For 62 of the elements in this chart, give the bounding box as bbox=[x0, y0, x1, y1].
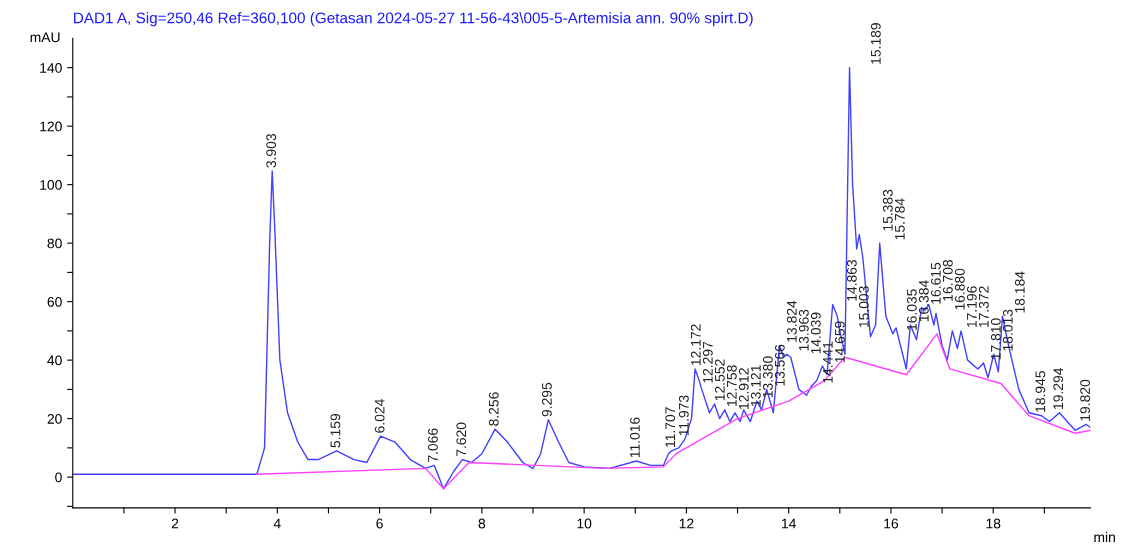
annotation: 17.372 bbox=[978, 286, 989, 328]
annotation: 11.973 bbox=[678, 395, 689, 436]
x-axis-title: min bbox=[1094, 531, 1115, 542]
line-series bbox=[72, 66, 1091, 490]
annotation: 15.784 bbox=[894, 198, 905, 240]
x-tick-label: 10 bbox=[577, 518, 592, 529]
y-tick-label: 80 bbox=[47, 238, 62, 249]
annotation: 13.566 bbox=[774, 344, 785, 386]
annotation: 11.016 bbox=[629, 417, 640, 458]
x-tick-label: 12 bbox=[679, 518, 694, 529]
annotation: 6.024 bbox=[374, 399, 385, 433]
annotation: 14.039 bbox=[810, 312, 821, 354]
annotation: 12.758 bbox=[726, 365, 737, 407]
annotation: 18.013 bbox=[1002, 309, 1013, 351]
annotation: 9.295 bbox=[541, 382, 552, 417]
annotation: 16.384 bbox=[918, 280, 929, 322]
annotation: 15.003 bbox=[858, 286, 869, 328]
annotation: 13.380 bbox=[762, 356, 773, 398]
annotation: 13.121 bbox=[750, 365, 761, 407]
annotation: 14.863 bbox=[846, 259, 857, 301]
y-axis-title: mAU bbox=[30, 32, 60, 43]
annotation: 13.824 bbox=[786, 300, 797, 342]
annotation: 16.708 bbox=[942, 259, 953, 301]
annotation: 5.159 bbox=[330, 413, 341, 448]
annotation: 14.441 bbox=[823, 341, 833, 383]
annotation: 17.810 bbox=[990, 318, 1001, 360]
x-tick-label: 8 bbox=[478, 518, 486, 529]
annotation: 18.184 bbox=[1014, 271, 1025, 313]
y-tick-label: 60 bbox=[47, 296, 62, 307]
annotation: 15.383 bbox=[882, 189, 893, 231]
annotation: 16.035 bbox=[906, 289, 917, 330]
annotation: 15.189 bbox=[870, 23, 881, 64]
annotation: 11.707 bbox=[665, 407, 676, 447]
x-tick-label: 4 bbox=[273, 518, 281, 529]
y-tick-label: 100 bbox=[40, 179, 62, 190]
y-tick-label: 120 bbox=[40, 121, 62, 132]
annotation: 16.880 bbox=[954, 268, 965, 310]
y-tick-label: 140 bbox=[40, 63, 62, 73]
annotation: 14.659 bbox=[834, 321, 845, 363]
annotation: 3.903 bbox=[266, 133, 277, 168]
annotation: 12.172 bbox=[690, 324, 701, 366]
annotation: 17.196 bbox=[966, 286, 977, 328]
annotation: 18.945 bbox=[1035, 371, 1046, 412]
annotation: 12.912 bbox=[738, 368, 749, 409]
annotation: 13.963 bbox=[798, 309, 809, 351]
x-tick-label: 2 bbox=[171, 518, 179, 529]
y-tick-label: 40 bbox=[47, 355, 62, 366]
x-tick-label: 16 bbox=[884, 518, 899, 529]
y-tick-label: 0 bbox=[55, 472, 62, 483]
x-tick-label: 14 bbox=[782, 518, 796, 529]
annotation: 12.297 bbox=[702, 341, 713, 383]
x-tick-label: 18 bbox=[986, 518, 1001, 529]
annotation: 12.552 bbox=[714, 359, 725, 401]
y-tick-label: 20 bbox=[47, 413, 62, 424]
annotation: 19.820 bbox=[1080, 379, 1091, 421]
annotation: 7.620 bbox=[456, 422, 467, 457]
annotation: 19.294 bbox=[1053, 367, 1064, 409]
annotation: 7.066 bbox=[427, 428, 438, 462]
chart-title: DAD1 A, Sig=250,46 Ref=360,100 (Getasan 2024-05-27 11-56-43\005-5-Artemisia ann. 90% spirt.D) bbox=[74, 12, 753, 27]
annotation: 16.615 bbox=[930, 262, 941, 304]
annotation: 8.256 bbox=[488, 392, 499, 426]
x-tick-label: 6 bbox=[376, 518, 383, 529]
